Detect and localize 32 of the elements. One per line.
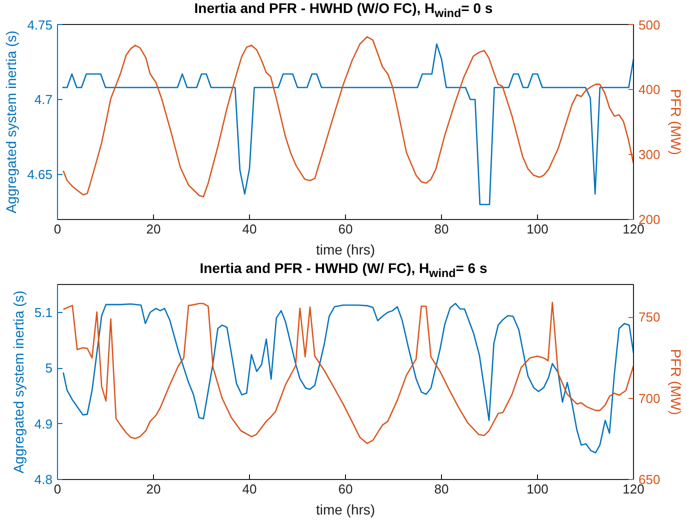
x-tick-label: 20 xyxy=(146,482,161,496)
y2-axis-title: PFR (MW) xyxy=(668,88,684,156)
y-tick-label: 4.65 xyxy=(27,167,53,182)
y2-axis-title: PFR (MW) xyxy=(668,348,684,416)
x-tick-label: 40 xyxy=(242,222,257,236)
x-axis-title: time (hrs) xyxy=(316,502,376,518)
x-tick-label: 80 xyxy=(434,482,449,496)
y-tick-label: 5 xyxy=(45,360,53,376)
chart-title: Inertia and PFR - HWHD (W/ FC), H$_{wind}$= 6 s xyxy=(200,260,488,282)
x-tick-label: 100 xyxy=(526,482,548,496)
y-axis-title: Aggregated system inertia (s) xyxy=(10,290,26,474)
x-tick-label: 80 xyxy=(434,222,449,236)
x-tick-label: 60 xyxy=(338,482,353,496)
x-tick-label: 20 xyxy=(146,222,161,236)
y-axis-title: Aggregated system inertia (s) xyxy=(3,30,20,214)
x-tick-label: 60 xyxy=(338,222,353,236)
y-tick-label: 4.7 xyxy=(34,92,53,107)
y2-tick-label: 300 xyxy=(638,147,660,162)
x-tick-label: 100 xyxy=(526,222,548,236)
y2-tick-label: 400 xyxy=(638,82,660,97)
y-tick-label: 5.1 xyxy=(34,304,53,320)
y-tick-label: 4.75 xyxy=(27,18,53,32)
y2-tick-label: 500 xyxy=(638,18,660,32)
y2-tick-label: 750 xyxy=(638,310,660,324)
y-tick-label: 4.9 xyxy=(34,416,53,432)
chart-title: Inertia and PFR - HWHD (W/O FC), H$_{wind}$= 0 s xyxy=(194,0,493,22)
x-tick-label: 40 xyxy=(242,482,257,496)
y2-tick-label: 700 xyxy=(638,390,660,406)
y-tick-label: 4.8 xyxy=(34,472,53,487)
x-tick-label: 0 xyxy=(54,222,62,236)
x-tick-label: 0 xyxy=(54,482,62,496)
x-axis-title: time (hrs) xyxy=(316,242,376,258)
